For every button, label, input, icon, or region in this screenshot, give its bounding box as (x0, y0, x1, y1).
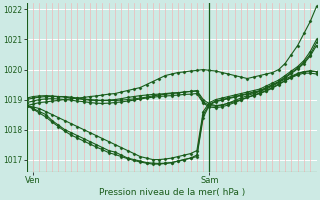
X-axis label: Pression niveau de la mer( hPa ): Pression niveau de la mer( hPa ) (99, 188, 245, 197)
